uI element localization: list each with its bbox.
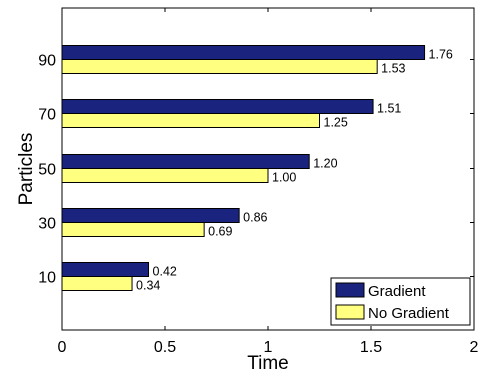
bar-no-gradient-30 [61,222,205,237]
bar-gradient-90 [61,45,426,60]
x-tick-label: 1 [264,339,273,356]
y-tick-label: 30 [38,216,56,233]
bar-no-gradient-90 [61,59,378,74]
legend-swatch-no-gradient [335,304,365,320]
data-label-no-gradient-10: 0.34 [136,279,160,293]
x-axis-title: Time [247,353,289,372]
data-label-no-gradient-70: 1.25 [324,116,348,130]
y-tick-label: 70 [38,107,56,124]
legend: Gradient No Gradient [330,277,471,326]
bar-no-gradient-10 [61,276,133,291]
data-label-gradient-90: 1.76 [429,48,453,62]
y-tick-label: 90 [38,53,56,70]
bar-gradient-10 [61,262,150,277]
y-tick-label: 10 [38,270,56,287]
bar-gradient-50 [61,154,310,169]
data-label-gradient-70: 1.51 [377,102,401,116]
x-tick-label: 0 [58,339,67,356]
bar-no-gradient-50 [61,168,269,183]
x-axis-ticks: 0 0.5 1 1.5 2 [58,8,479,356]
bar-gradient-30 [61,208,240,223]
legend-label-gradient: Gradient [368,283,426,300]
x-tick-label: 0.5 [154,339,176,356]
x-tick-label: 1.5 [360,339,382,356]
legend-label-no-gradient: No Gradient [368,305,450,322]
legend-swatch-gradient [335,282,365,298]
y-axis-title: Particles [16,133,37,206]
bar-no-gradient-70 [61,113,320,128]
data-label-gradient-50: 1.20 [313,157,337,171]
data-labels-group: 0.420.34 0.86 0.69 1.20 1.00 1.51 1.25 1.76 1.53 [136,48,453,293]
x-tick-label: 2 [470,339,479,356]
y-tick-label: 50 [38,162,56,179]
data-label-no-gradient-50: 1.00 [272,171,296,185]
bar-gradient-70 [61,99,374,114]
data-label-gradient-30: 0.86 [243,211,267,225]
data-label-no-gradient-90: 1.53 [381,62,405,76]
y-axis-ticks: 10 30 50 70 90 [38,53,474,287]
data-label-gradient-10: 0.42 [153,265,177,279]
data-label-no-gradient-30: 0.69 [208,225,232,239]
